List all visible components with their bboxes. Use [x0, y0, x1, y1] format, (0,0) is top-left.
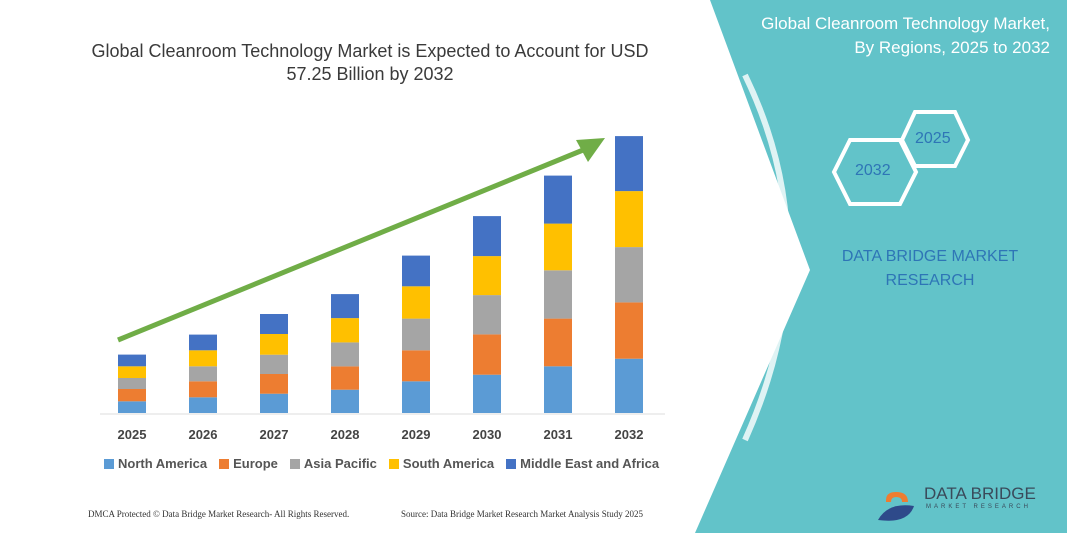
bar-segment-2029-0: [402, 381, 430, 413]
logo-icon: [878, 482, 914, 521]
legend-swatch: [104, 458, 114, 469]
legend-item-europe: Europe: [219, 456, 278, 471]
bar-segment-2026-3: [189, 350, 217, 367]
x-tick-label: 2030: [473, 427, 502, 442]
legend-swatch: [289, 458, 300, 469]
x-tick-label: 2029: [402, 427, 431, 442]
bar-segment-2027-4: [260, 314, 288, 334]
bar-segment-2029-2: [402, 318, 430, 351]
legend-label: South America: [402, 456, 495, 471]
x-tick-label: 2031: [544, 427, 573, 442]
bar-segment-2028-3: [331, 318, 359, 343]
legend-swatch: [219, 458, 230, 469]
bar-segment-2029-1: [402, 350, 430, 382]
legend-label: Asia Pacific: [303, 456, 377, 471]
bar-segment-2026-4: [189, 334, 217, 351]
hex-2032-shape: [831, 138, 919, 206]
bar-segment-2030-2: [473, 295, 501, 335]
bar-segment-2028-4: [331, 294, 359, 319]
bar-segment-2026-1: [189, 381, 217, 398]
bar-segment-2025-3: [118, 366, 146, 378]
bar-segment-2030-4: [473, 216, 501, 257]
bar-segment-2032-1: [615, 302, 643, 359]
bar-segment-2031-1: [544, 318, 572, 367]
bar-segment-2026-0: [189, 397, 217, 413]
bar-segment-2029-4: [402, 255, 430, 287]
side-panel-title: Global Cleanroom Technology Market, By R…: [761, 14, 1050, 57]
side-panel-curve: [742, 73, 791, 442]
legend-item-north-america: North America: [104, 456, 207, 471]
legend-item-south-america: South America: [388, 456, 495, 471]
bar-segment-2032-0: [615, 358, 643, 413]
legend-label: Middle East and Africa: [520, 456, 660, 471]
hex-2025-label: 2025: [915, 130, 951, 147]
legend: North America Europe Asia Pacific South …: [104, 456, 659, 471]
bar-segment-2026-2: [189, 366, 217, 382]
bar-segment-2030-3: [473, 256, 501, 296]
bar-segment-2032-2: [615, 247, 643, 303]
x-tick-label: 2025: [118, 427, 147, 442]
legend-swatch: [506, 458, 517, 469]
bar-segment-2027-2: [260, 354, 288, 374]
chart-title: Global Cleanroom Technology Market is Ex…: [91, 41, 649, 84]
side-panel-bg: [695, 0, 1067, 533]
bar-segment-2028-2: [331, 342, 359, 367]
bar-segment-2030-0: [473, 374, 501, 413]
bar-segment-2032-4: [615, 136, 643, 192]
x-tick-label: 2026: [189, 427, 218, 442]
bar-segment-2027-3: [260, 334, 288, 355]
bar-segment-2032-3: [615, 191, 643, 248]
legend-label: Europe: [233, 456, 278, 471]
x-tick-label: 2032: [615, 427, 644, 442]
bar-segment-2025-4: [118, 354, 146, 367]
bar-segment-2025-1: [118, 389, 146, 402]
legend-item-mea: Middle East and Africa: [506, 456, 659, 471]
bar-segment-2030-1: [473, 334, 501, 375]
logo-sub: MARKET RESEARCH: [926, 504, 1031, 510]
brand-text: DATA BRIDGE MARKET RESEARCH: [841, 248, 1019, 289]
legend-swatch: [388, 458, 399, 469]
bar-segment-2027-0: [260, 393, 288, 413]
logo-name: DATA BRIDGE: [924, 484, 1036, 503]
hex-2032-label: 2032: [855, 162, 891, 179]
x-tick-label: 2028: [331, 427, 360, 442]
x-tick-label: 2027: [260, 427, 289, 442]
bar-segment-2028-0: [331, 389, 359, 413]
legend-label: North America: [118, 456, 208, 471]
trend-arrowhead: [576, 138, 605, 162]
bar-segment-2025-2: [118, 378, 146, 389]
bar-segment-2028-1: [331, 366, 359, 390]
bar-segment-2029-3: [402, 286, 430, 319]
bar-segment-2031-3: [544, 223, 572, 271]
footer-copyright: DMCA Protected © Data Bridge Market Rese…: [88, 509, 350, 519]
trend-arrow: [117, 145, 589, 343]
bar-segment-2031-4: [544, 175, 572, 224]
legend-item-asia-pacific: Asia Pacific: [289, 456, 377, 471]
bar-segment-2031-0: [544, 366, 572, 413]
bar-segment-2031-2: [544, 270, 572, 319]
bar-segment-2027-1: [260, 374, 288, 394]
footer-source: Source: Data Bridge Market Research Mark…: [401, 509, 643, 519]
bar-segment-2025-0: [118, 401, 146, 413]
